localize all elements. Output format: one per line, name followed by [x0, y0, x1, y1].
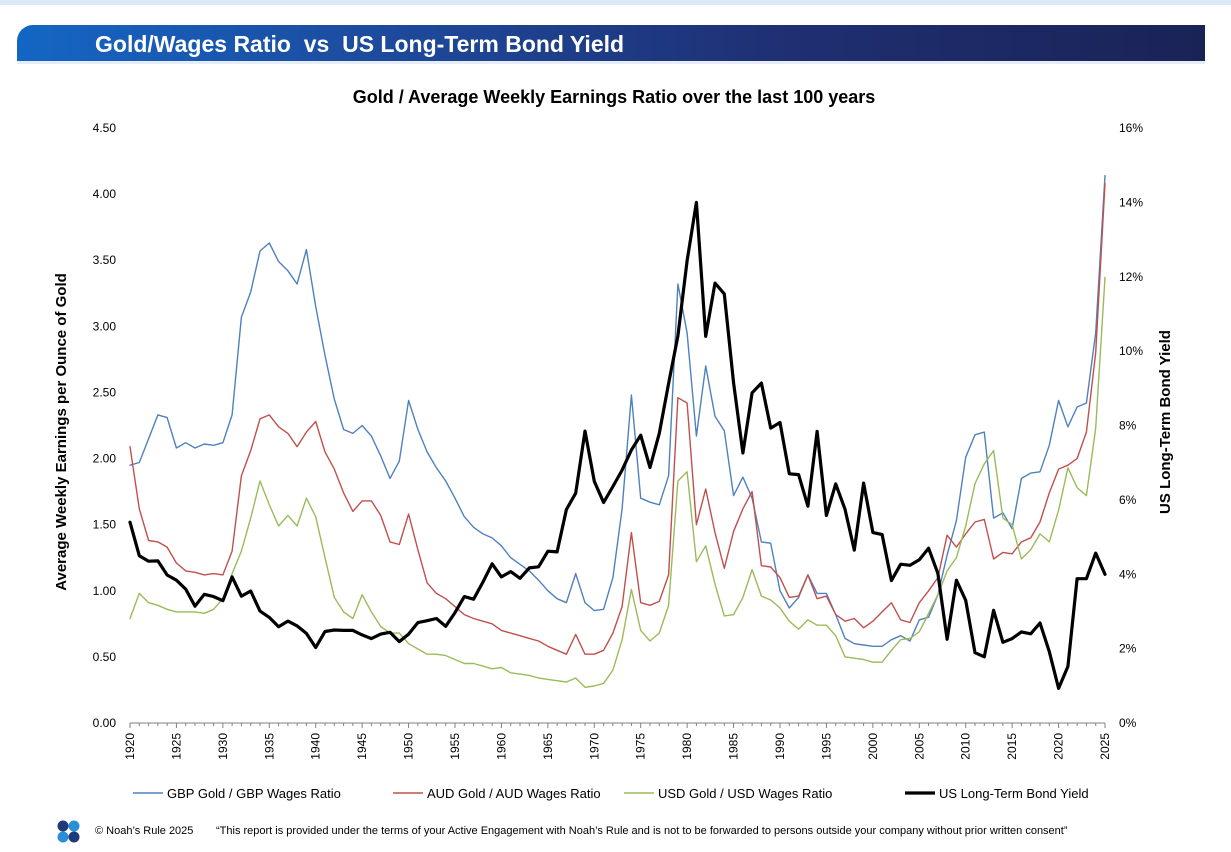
x-tick-label: 2020	[1052, 733, 1066, 760]
x-tick-label: 2000	[866, 733, 880, 760]
x-tick-label: 1970	[587, 733, 601, 760]
page-title: Gold/Wages Ratio vs US Long-Term Bond Yi…	[95, 31, 625, 57]
gold-wages-bond-chart: Gold / Average Weekly Earnings Ratio ove…	[53, 87, 1174, 801]
series-line-2	[129, 182, 1106, 655]
top-accent-line	[0, 0, 1231, 5]
y-tick-label: 4.50	[93, 121, 117, 135]
x-tick-label: 1950	[402, 733, 416, 760]
y-tick-label: 1.50	[93, 518, 117, 532]
footer-copyright: © Noah’s Rule 2025	[95, 825, 194, 837]
y2-tick-label: 2%	[1119, 642, 1137, 656]
y-tick-label: 0.00	[93, 716, 117, 730]
y2-tick-label: 0%	[1119, 716, 1137, 730]
series-line-1	[129, 174, 1106, 647]
x-tick-label: 1995	[819, 733, 833, 760]
banner-underline	[17, 61, 1205, 64]
header-banner	[17, 25, 1205, 61]
x-tick-label: 2025	[1098, 733, 1112, 760]
y2-axis-label: US Long-Term Bond Yield	[1157, 330, 1174, 514]
x-tick-label: 2015	[1005, 733, 1019, 760]
legend-label: US Long-Term Bond Yield	[939, 786, 1089, 801]
y2-tick-label: 4%	[1119, 567, 1137, 581]
legend-label: GBP Gold / GBP Wages Ratio	[167, 786, 341, 801]
x-tick-label: 1920	[123, 733, 137, 760]
x-tick-label: 1930	[216, 733, 230, 760]
x-tick-label: 1975	[634, 733, 648, 760]
x-tick-label: 1960	[494, 733, 508, 760]
y-tick-label: 2.50	[93, 385, 117, 399]
y2-tick-label: 6%	[1119, 493, 1137, 507]
axes: 0.00 0.50 1.00 1.50 2.00 2.50 3.00 3.50 4.00 4.50…	[93, 121, 1144, 760]
x-tick-label: 1935	[262, 733, 276, 760]
legend-label: AUD Gold / AUD Wages Ratio	[427, 786, 601, 801]
x-tick-label: 1940	[309, 733, 323, 760]
legend-label: USD Gold / USD Wages Ratio	[658, 786, 832, 801]
y-tick-label: 1.00	[93, 584, 117, 598]
x-tick-label: 1925	[169, 733, 183, 760]
series-lines	[128, 174, 1107, 690]
series-line-4	[128, 200, 1107, 690]
y2-tick-label: 8%	[1119, 419, 1137, 433]
x-tick-label: 2010	[959, 733, 973, 760]
y2-tick-label: 10%	[1119, 344, 1143, 358]
footer-notice: “This report is provided under the terms…	[216, 825, 1068, 837]
x-tick-label: 1945	[355, 733, 369, 760]
legend: GBP Gold / GBP Wages Ratio AUD Gold / AUD…	[133, 786, 1089, 801]
x-tick-label: 1965	[541, 733, 555, 760]
y2-tick-label: 14%	[1119, 195, 1143, 209]
y-tick-label: 3.00	[93, 319, 117, 333]
y-tick-label: 3.50	[93, 253, 117, 267]
x-tick-label: 1990	[773, 733, 787, 760]
y2-tick-label: 16%	[1119, 121, 1143, 135]
y-tick-label: 2.00	[93, 452, 117, 466]
x-tick-label: 1980	[680, 733, 694, 760]
chart-title: Gold / Average Weekly Earnings Ratio ove…	[353, 87, 876, 107]
y-tick-label: 0.50	[93, 650, 117, 664]
y-axis-label: Average Weekly Earnings per Ounce of Gol…	[53, 273, 70, 591]
y-tick-label: 4.00	[93, 187, 117, 201]
x-tick-label: 2005	[912, 733, 926, 760]
x-tick-label: 1955	[448, 733, 462, 760]
series-line-3	[129, 276, 1106, 688]
x-tick-label: 1985	[727, 733, 741, 760]
noahs-rule-logo-icon	[57, 820, 80, 843]
y2-tick-label: 12%	[1119, 270, 1143, 284]
